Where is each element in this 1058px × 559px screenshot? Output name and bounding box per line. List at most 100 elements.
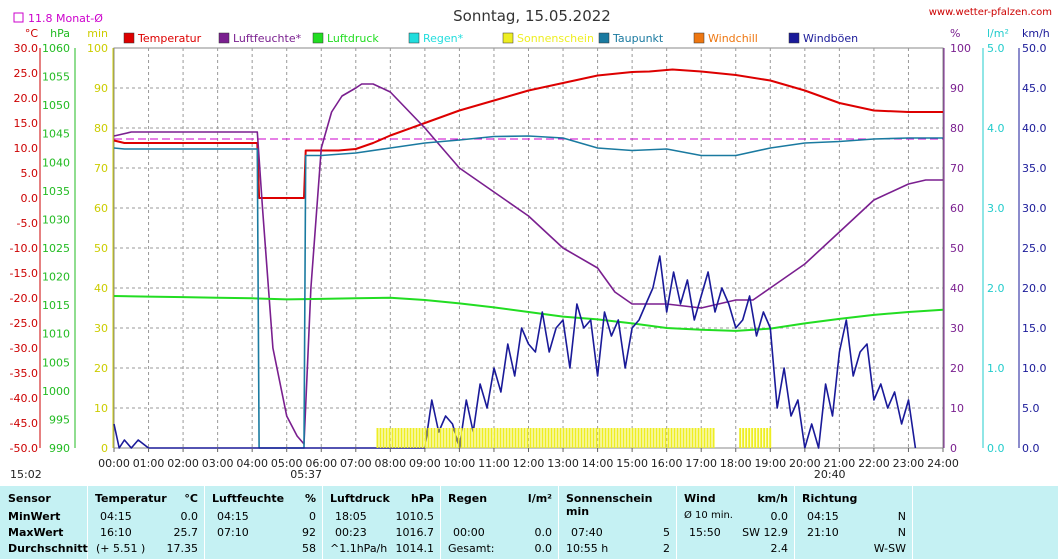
sunrise-time: 05:37 — [290, 468, 322, 481]
temp-max-value: 25.7 — [173, 526, 199, 539]
dir-min-value: N — [897, 510, 906, 523]
sunshine-bar — [580, 428, 583, 448]
sunshine-bar — [481, 428, 484, 448]
x-tick-label: 01:00 — [133, 457, 165, 470]
sunshine-bar — [520, 428, 523, 448]
stats-col-rain: Regen l/m² 00:00 0.0 Gesamt: 0.0 — [441, 486, 559, 559]
legend-swatch — [598, 32, 610, 44]
sunshine-bar — [745, 428, 748, 448]
humidity-tick-label: 20 — [950, 362, 964, 375]
stats-col-humidity: Luftfeuchte % 04:15 0 07:10 92 58 — [205, 486, 323, 559]
rain-tick-label: 1.0 — [987, 362, 1005, 375]
stats-header-sensor: Sensor — [8, 492, 51, 505]
sunshine-bar — [757, 428, 760, 448]
pressure-tick-label: 990 — [49, 442, 70, 455]
x-tick-label: 06:00 — [305, 457, 337, 470]
sunshine-bar — [589, 428, 592, 448]
sunshine-bar — [655, 428, 658, 448]
x-tick-label: 05:00 — [271, 457, 303, 470]
temp-tick-label: -50.0 — [10, 442, 38, 455]
x-tick-label: 12:00 — [513, 457, 545, 470]
sunshine-bar — [484, 428, 487, 448]
sunshine-bar — [607, 428, 610, 448]
sunshine-bar — [397, 428, 400, 448]
sunshine-bar — [466, 428, 469, 448]
wind-tick-label: 5.0 — [1022, 402, 1040, 415]
humidity-tick-label: 50 — [950, 242, 964, 255]
x-tick-label: 15:00 — [616, 457, 648, 470]
stats-header-sunshine: Sonnenschein min — [566, 492, 653, 518]
stats-header-temp: Temperatur — [95, 492, 167, 505]
sunshine-bar — [490, 428, 493, 448]
temp-min-value: 0.0 — [180, 510, 199, 523]
sunshine-bar — [511, 428, 514, 448]
rain-total-label: Gesamt: — [448, 542, 495, 555]
wind-tick-label: 0.0 — [1022, 442, 1040, 455]
pressure-tick-label: 1055 — [42, 71, 70, 84]
legend-label: Taupunkt — [612, 32, 664, 45]
pressure-tick-label: 1000 — [42, 385, 70, 398]
rain-tick-label: 5.0 — [987, 42, 1005, 55]
sunshine-bar — [574, 428, 577, 448]
rain-tick-label: 0.0 — [987, 442, 1005, 455]
sunshine-bar — [598, 428, 601, 448]
pressure-tick-label: 1045 — [42, 128, 70, 141]
temp-tick-label: 15.0 — [14, 117, 39, 130]
sunshine-bar — [442, 428, 445, 448]
x-tick-label: 16:00 — [651, 457, 683, 470]
sunshine-bar — [565, 428, 568, 448]
legend-label: Windböen — [803, 32, 858, 45]
sunshine-bar — [406, 428, 409, 448]
sunshine-bar — [640, 428, 643, 448]
sunshine-bar — [766, 428, 769, 448]
stats-row-label: MinWert — [8, 510, 61, 523]
monthly-avg-label: 11.8 Monat-Ø — [13, 12, 103, 25]
sunshine-bar — [517, 428, 520, 448]
sunshine-bar — [601, 428, 604, 448]
sun-max-value: 5 — [663, 526, 670, 539]
sunshine-bar — [754, 428, 757, 448]
temp-tick-label: 5.0 — [21, 167, 39, 180]
sunshine-bar — [451, 428, 454, 448]
sunshine-bar — [667, 428, 670, 448]
wind-tick-label: 40.0 — [1022, 122, 1047, 135]
sunshine-bar — [595, 428, 598, 448]
sunshine-bar — [685, 428, 688, 448]
x-axis: 00:00 01:00 02:00 03:00 04:00 05:00 06:00 07:00… — [10, 448, 959, 481]
sunshine-bar — [535, 428, 538, 448]
site-link[interactable]: www.wetter-pfalzen.com — [929, 7, 1052, 18]
stats-col-sensor: Sensor MinWert MaxWert Durchschnitt — [0, 486, 88, 559]
stats-col-direction: Richtung 04:15 N 21:10 N W-SW — [795, 486, 913, 559]
sunshine-bar — [457, 428, 460, 448]
legend-swatch — [693, 32, 705, 44]
sunshine-bar — [742, 428, 745, 448]
sunshine-bar — [376, 428, 379, 448]
legend-label: Sonnenschein — [517, 32, 594, 45]
axes: 30.0 25.0 20.0 15.0 10.0 5.0 0.0 -5.0 -10.0 -15.0… — [10, 42, 1047, 455]
wind-tick-label: 45.0 — [1022, 82, 1047, 95]
sunshine-bar — [739, 428, 742, 448]
sun-tick-label: 90 — [94, 82, 108, 95]
sun-tick-label: 80 — [94, 122, 108, 135]
sun-unit-label: min — [87, 27, 108, 40]
sunshine-bar — [463, 428, 466, 448]
x-tick-label: 09:00 — [409, 457, 441, 470]
stats-header-rain-unit: l/m² — [527, 492, 552, 505]
sunshine-bar — [448, 428, 451, 448]
hum-max-time: 07:10 — [217, 526, 249, 539]
hum-max-value: 92 — [302, 526, 316, 539]
humidity-unit-label: % — [950, 27, 960, 40]
rain-tick-label: 4.0 — [987, 122, 1005, 135]
hum-avg-value: 58 — [302, 542, 316, 555]
sunshine-bar — [460, 428, 463, 448]
sunshine-bar — [610, 428, 613, 448]
x-tick-label: 13:00 — [547, 457, 579, 470]
sunshine-bar — [694, 428, 697, 448]
temp-tick-label: 0.0 — [21, 192, 39, 205]
wind-unit-label: km/h — [1022, 27, 1050, 40]
x-tick-label: 03:00 — [202, 457, 234, 470]
legend-label: Temperatur — [137, 32, 202, 45]
pressure-tick-label: 1035 — [42, 185, 70, 198]
sunshine-bar — [469, 428, 472, 448]
series — [113, 68, 944, 449]
